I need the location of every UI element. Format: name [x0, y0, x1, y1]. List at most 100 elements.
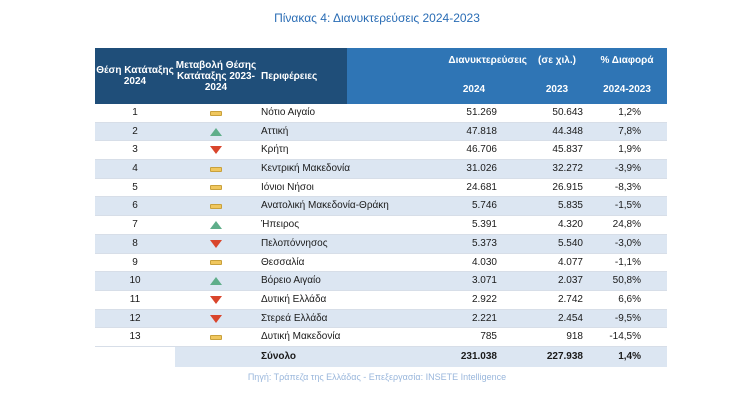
total-2023: 227.938: [546, 350, 583, 362]
value-2023-cell: 50.643: [552, 107, 583, 118]
value-2024-cell: 24.681: [466, 181, 497, 193]
header-2024: 2024: [462, 83, 486, 95]
value-2023-cell: 5.835: [557, 200, 583, 212]
arrow-down-icon: [210, 314, 222, 323]
table-row: 11 Δυτική Ελλάδα 2.922 2.742 6,6%: [95, 291, 667, 310]
arrow-up-icon: [210, 127, 222, 136]
region-cell: Αττική: [261, 125, 289, 137]
table-row: 5 Ιόνιοι Νήσοι 24.681 26.915 -8,3%: [95, 179, 667, 198]
arrow-down-icon: [210, 239, 222, 248]
no-change-icon: [210, 166, 222, 172]
region-cell: Θεσσαλία: [261, 256, 305, 268]
value-2024-cell: 46.706: [466, 144, 497, 156]
region-cell: Πελοπόννησος: [261, 237, 328, 249]
table-header: Θέση Κατάταξης 2024 Μεταβολή Θέσης Κατάτ…: [95, 48, 667, 104]
value-2024-cell: 4.030: [471, 256, 497, 268]
change-cell: [175, 272, 257, 290]
value-2024-cell: 51.269: [466, 107, 497, 118]
pct-cell: -3,0%: [614, 237, 641, 249]
change-cell: [175, 197, 257, 215]
value-2024-cell: 2.922: [471, 293, 497, 305]
value-2023-cell: 26.915: [552, 181, 583, 193]
change-cell: [175, 328, 257, 346]
total-row: Σύνολο 231.038 227.938 1,4%: [95, 346, 667, 367]
rank-cell: 5: [132, 181, 138, 193]
total-pct: 1,4%: [618, 350, 641, 362]
region-cell: Κρήτη: [261, 144, 289, 156]
value-2024-cell: 5.746: [471, 200, 497, 212]
value-2024-cell: 3.071: [471, 275, 497, 287]
pct-cell: 7,8%: [618, 125, 641, 137]
value-2024-cell: 5.391: [471, 219, 497, 231]
header-dark-block: [95, 48, 347, 104]
region-cell: Ανατολική Μακεδονία-Θράκη: [261, 200, 389, 212]
table-row: 10 Βόρειο Αιγαίο 3.071 2.037 50,8%: [95, 272, 667, 291]
change-cell: [175, 235, 257, 253]
header-change: Μεταβολή Θέσης Κατάταξης 2023-2024: [175, 59, 257, 93]
header-pct: % Διαφορά: [600, 54, 654, 66]
rank-cell: 8: [132, 237, 138, 249]
region-cell: Νότιο Αιγαίο: [261, 107, 316, 118]
change-cell: [175, 291, 257, 309]
rank-cell: 4: [132, 163, 138, 175]
arrow-up-icon: [210, 277, 222, 286]
pct-cell: 6,6%: [618, 293, 641, 305]
table-row: 4 Κεντρική Μακεδονία 31.026 32.272 -3,9%: [95, 160, 667, 179]
table-row: 3 Κρήτη 46.706 45.837 1,9%: [95, 141, 667, 161]
table-title: Πίνακας 4: Διανυκτερεύσεις 2024-2023: [274, 11, 480, 25]
region-cell: Κεντρική Μακεδονία: [261, 163, 351, 175]
table-row: 7 Ήπειρος 5.391 4.320 24,8%: [95, 216, 667, 235]
region-cell: Ιόνιοι Νήσοι: [261, 181, 314, 193]
change-cell: [175, 254, 257, 272]
value-2024-cell: 31.026: [466, 163, 497, 175]
value-2024-cell: 785: [480, 331, 497, 343]
rank-cell: 2: [132, 125, 138, 137]
header-2023: 2023: [545, 83, 569, 95]
rank-cell: 12: [129, 312, 141, 324]
no-change-icon: [210, 334, 222, 340]
value-2024-cell: 47.818: [466, 125, 497, 137]
arrow-down-icon: [210, 146, 222, 155]
header-rank: Θέση Κατάταξης 2024: [96, 65, 174, 87]
table-row: 2 Αττική 47.818 44.348 7,8%: [95, 122, 667, 142]
rank-cell: 9: [132, 256, 138, 268]
pct-cell: -9,5%: [614, 312, 641, 324]
change-cell: [175, 141, 257, 159]
region-cell: Στερεά Ελλάδα: [261, 312, 328, 324]
header-region: Περιφέρειες: [261, 70, 318, 82]
source-note: Πηγή: Τράπεζα της Ελλάδας - Επεξεργασία:…: [247, 372, 507, 382]
change-cell: [175, 216, 257, 234]
table-row: 12 Στερεά Ελλάδα 2.221 2.454 -9,5%: [95, 309, 667, 329]
rank-cell: 1: [132, 107, 138, 118]
value-2023-cell: 45.837: [552, 144, 583, 156]
change-cell: [175, 310, 257, 328]
pct-cell: -8,3%: [614, 181, 641, 193]
total-row-background: [175, 346, 667, 367]
value-2023-cell: 2.454: [557, 312, 583, 324]
arrow-down-icon: [210, 295, 222, 304]
table-row: 13 Δυτική Μακεδονία 785 918 -14,5%: [95, 328, 667, 347]
header-range: 2024-2023: [603, 83, 651, 95]
rank-cell: 13: [129, 331, 141, 343]
rank-cell: 10: [129, 275, 141, 287]
value-2023-cell: 4.077: [557, 256, 583, 268]
pct-cell: -14,5%: [609, 331, 641, 343]
table-body: 1 Νότιο Αιγαίο 51.269 50.643 1,2% 2 Αττική 47.…: [95, 104, 667, 347]
pct-cell: 24,8%: [612, 219, 641, 231]
table-row: 6 Ανατολική Μακεδονία-Θράκη 5.746 5.835 -1,5…: [95, 197, 667, 217]
value-2024-cell: 2.221: [471, 312, 497, 324]
rank-cell: 6: [132, 200, 138, 212]
change-cell: [175, 123, 257, 141]
rank-cell: 11: [129, 293, 141, 305]
arrow-up-icon: [210, 221, 222, 230]
no-change-icon: [210, 110, 222, 116]
value-2023-cell: 32.272: [552, 163, 583, 175]
change-cell: [175, 104, 257, 122]
rank-cell: 3: [132, 144, 138, 156]
value-2023-cell: 5.540: [557, 237, 583, 249]
no-change-icon: [210, 185, 222, 191]
change-cell: [175, 160, 257, 178]
pct-cell: -1,5%: [614, 200, 641, 212]
table-row: 8 Πελοπόννησος 5.373 5.540 -3,0%: [95, 234, 667, 254]
value-2024-cell: 5.373: [471, 237, 497, 249]
